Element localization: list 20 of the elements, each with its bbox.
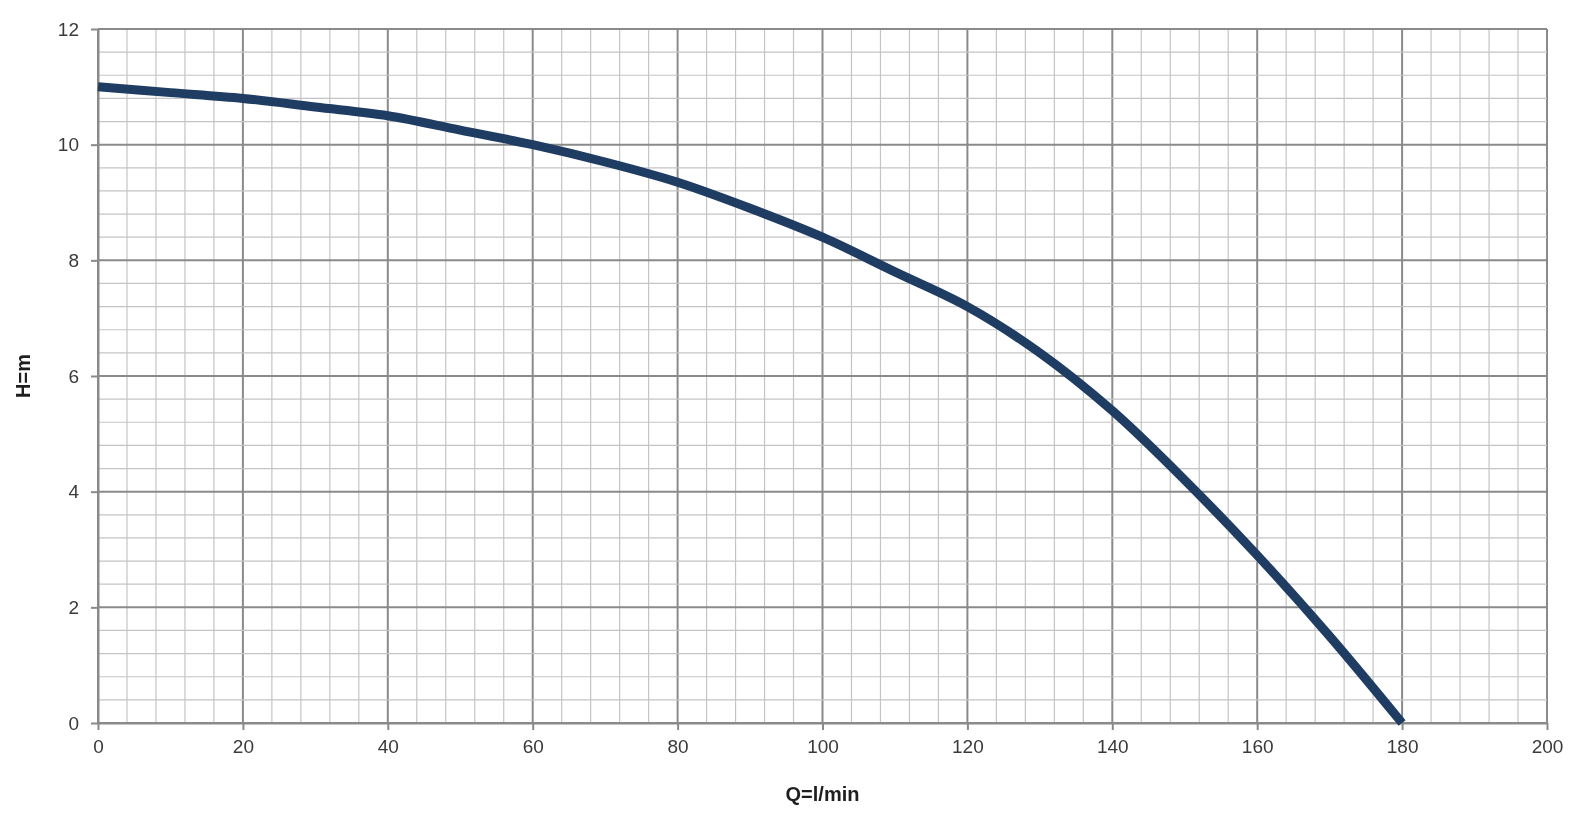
x-tick-label: 20: [232, 736, 254, 758]
y-tick-label: 2: [68, 596, 79, 618]
y-tick-label: 12: [57, 18, 79, 40]
y-tick-label: 4: [68, 481, 80, 503]
x-tick-label: 100: [807, 736, 839, 758]
x-tick-label: 200: [1531, 736, 1564, 758]
y-tick-label: 8: [68, 249, 79, 271]
x-axis-title: Q=l/min: [785, 783, 860, 805]
y-tick-label: 0: [68, 712, 79, 734]
x-tick-label: 80: [667, 736, 689, 758]
y-tick-label: 6: [68, 365, 79, 387]
x-tick-label: 40: [377, 736, 399, 758]
x-tick-label: 120: [952, 736, 984, 758]
y-tick-label: 10: [57, 134, 79, 156]
x-tick-label: 0: [93, 736, 104, 758]
x-tick-label: 180: [1386, 736, 1419, 758]
x-tick-label: 160: [1241, 736, 1274, 758]
y-axis-title: H=m: [12, 354, 34, 398]
x-tick-label: 60: [522, 736, 544, 758]
x-tick-label: 140: [1096, 736, 1129, 758]
